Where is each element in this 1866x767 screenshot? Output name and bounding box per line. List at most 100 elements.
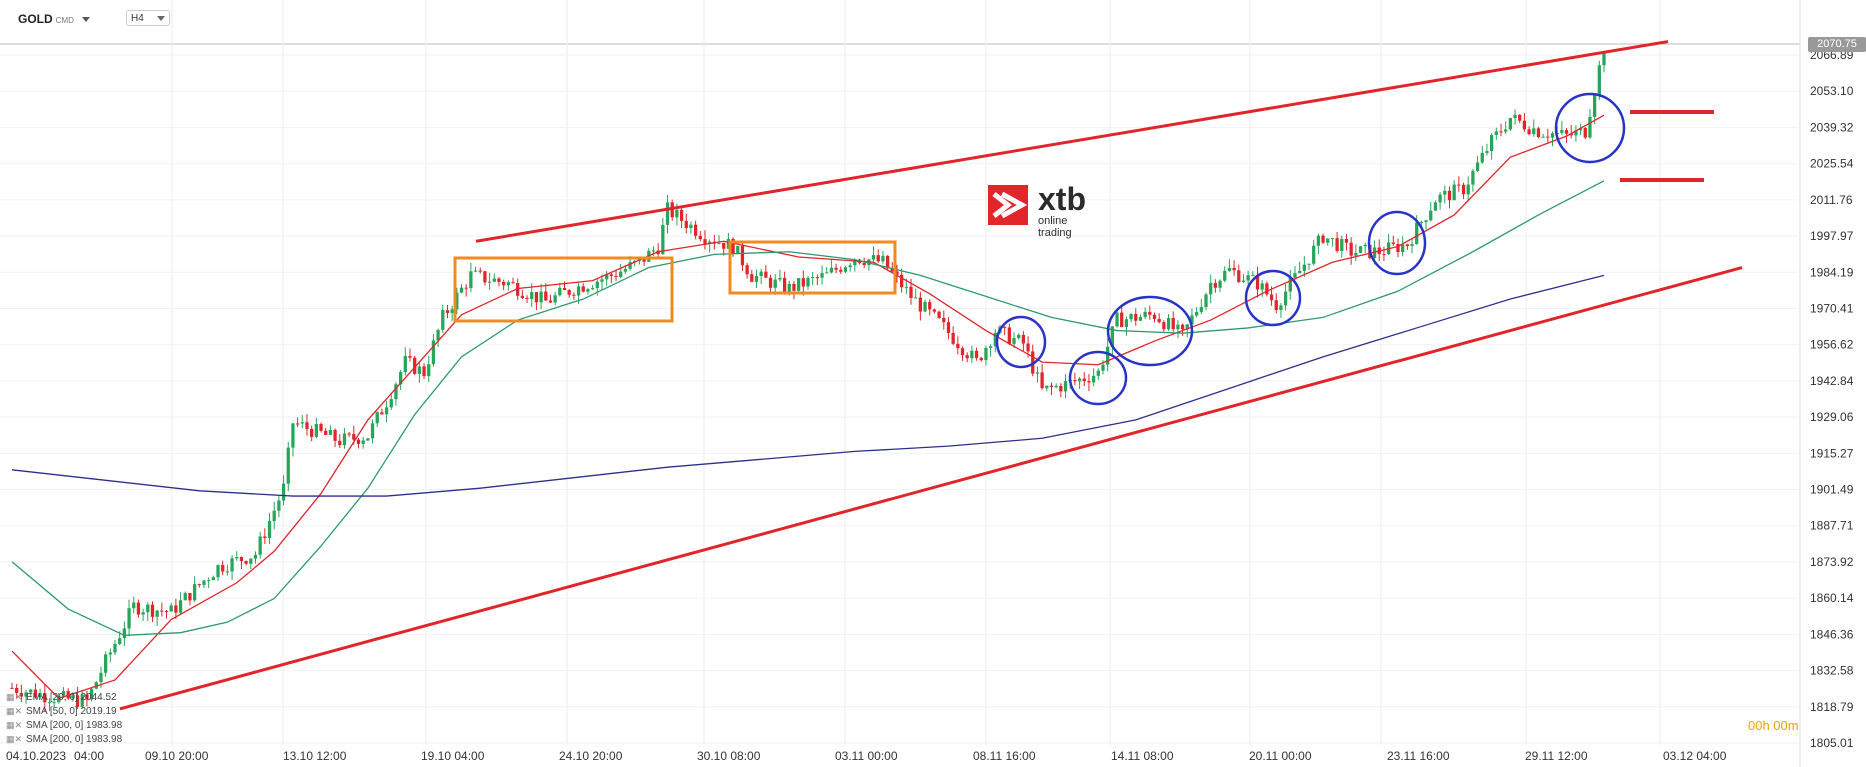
candle-body [389,399,393,408]
candle-body [876,255,880,262]
price-tick-label: 1873.92 [1810,555,1854,569]
candle-body [600,279,604,282]
legend-row-sma200[interactable]: ▦✕ SMA [200, 0] 1983.98 [6,718,122,732]
candle-body [1522,120,1527,130]
candle-body [942,317,946,323]
upper-trendline [475,40,1669,243]
price-tick-label: 1901.49 [1810,483,1854,497]
candle-body [1578,128,1583,131]
candle-body [1106,346,1110,365]
candle-body [722,242,726,249]
candle-body [235,557,239,559]
candle-body [1592,95,1597,117]
candle-body [1513,114,1517,119]
candle-body [1424,220,1428,223]
candle-body [731,238,735,255]
candle-body [1054,385,1058,388]
candle-body [1026,343,1030,352]
candle-body [1110,326,1114,347]
candle-body [352,433,356,440]
eye-x-icon[interactable]: ▦✕ [6,734,23,744]
candle-body [843,267,848,272]
candle-body [1546,136,1550,138]
candle-body [792,283,796,291]
candle-body [94,682,98,689]
price-tick-label: 1956.62 [1810,338,1854,352]
candle-body [740,245,745,266]
candle-body [24,692,28,697]
candle-body [834,267,838,270]
candle-body [1443,190,1447,195]
candle-body [394,384,398,400]
time-tick-label: 03.11 00:00 [835,749,898,763]
candle-body [684,220,688,229]
candle-body [1344,238,1349,243]
candle-body [1447,190,1452,201]
candle-body [1138,316,1143,321]
candle-body [272,510,276,522]
candle-body [562,288,567,291]
eye-x-icon[interactable]: ▦✕ [6,692,23,702]
candle-body [1180,324,1185,330]
logo-word: xtb [1038,181,1086,217]
candle-body [1326,238,1330,243]
candle-body [244,561,248,564]
price-tick-label: 1805.01 [1810,736,1854,750]
legend-row-sma50[interactable]: ▦✕ SMA [50, 0] 2019.19 [6,704,122,718]
symbol-selector[interactable]: GOLD CMD [18,12,90,26]
timeframe-dropdown[interactable]: H4 [126,10,170,26]
legend-row-sma200-b[interactable]: ▦✕ SMA [200, 0] 1983.98 [6,732,122,746]
candle-body [1115,312,1119,327]
time-tick-label: 14.11 08:00 [1111,749,1174,763]
candle-body [75,695,80,707]
candle-body [923,301,927,312]
legend-row-ema20[interactable]: ▦✕ EMA [20, 0] 2044.52 [6,690,122,704]
candle-body [1293,273,1297,278]
candle-body [113,643,117,653]
candle-body [956,343,960,349]
candle-body [291,423,295,448]
candle-body [1255,275,1260,290]
candle-body [628,262,632,269]
candle-body [1494,131,1498,135]
candle-body [988,346,993,348]
candle-body [525,297,529,299]
candle-body [754,276,759,282]
candle-body [417,366,422,374]
candle-body [478,270,482,272]
candle-body [965,355,969,359]
eye-x-icon[interactable]: ▦✕ [6,720,23,730]
candle-body [848,265,852,268]
candle-body [1017,334,1021,339]
candle-body [1091,375,1096,383]
candle-body [661,224,665,255]
candle-body [544,291,548,301]
price-tick-label: 2025.54 [1810,157,1854,171]
candle-body [1354,252,1358,256]
candle-body [520,295,525,298]
time-tick-label: 04:00 [74,749,104,763]
candle-body [1480,152,1484,163]
candle-body [1251,275,1255,277]
candle-body [300,422,304,424]
candle-body [581,286,585,292]
candle-body [1194,311,1199,316]
candle-body [1536,128,1541,138]
candle-body [885,255,890,269]
candle-body [99,672,103,683]
candle-body [914,297,918,299]
candle-body [1499,131,1503,133]
retest-circle [1068,350,1128,406]
candle-body [1419,222,1424,224]
time-tick-label: 03.12 04:00 [1663,749,1727,763]
eye-x-icon[interactable]: ▦✕ [6,706,23,716]
price-tick-label: 1818.79 [1810,700,1854,714]
candle-body [1508,118,1512,130]
candle-body [80,694,84,707]
candle-body [1021,334,1026,344]
legend-text: SMA [200, 0] 1983.98 [26,720,123,731]
candle-body [1382,254,1386,256]
time-axis: 04.10.2023 04:00 09.10 20:00 13.10 12:00 19.… [6,749,1727,763]
consolidation-box [453,256,674,323]
